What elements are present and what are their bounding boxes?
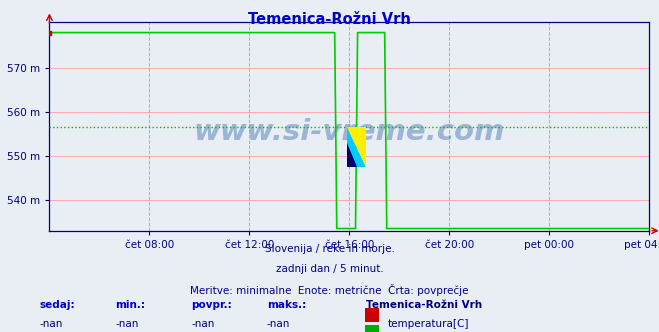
Text: -nan: -nan <box>191 319 214 329</box>
Text: Temenica-Rožni Vrh: Temenica-Rožni Vrh <box>248 12 411 27</box>
Polygon shape <box>347 127 366 167</box>
Text: www.si-vreme.com: www.si-vreme.com <box>194 119 505 146</box>
Text: -nan: -nan <box>115 319 138 329</box>
Polygon shape <box>347 127 366 167</box>
Text: Slovenija / reke in morje.: Slovenija / reke in morje. <box>264 244 395 254</box>
Text: povpr.:: povpr.: <box>191 300 232 310</box>
Text: Temenica-Rožni Vrh: Temenica-Rožni Vrh <box>366 300 482 310</box>
Text: temperatura[C]: temperatura[C] <box>387 319 469 329</box>
Text: Meritve: minimalne  Enote: metrične  Črta: povprečje: Meritve: minimalne Enote: metrične Črta:… <box>190 284 469 296</box>
Text: zadnji dan / 5 minut.: zadnji dan / 5 minut. <box>275 264 384 274</box>
Text: min.:: min.: <box>115 300 146 310</box>
Text: -nan: -nan <box>267 319 290 329</box>
Text: maks.:: maks.: <box>267 300 306 310</box>
Polygon shape <box>347 143 357 167</box>
Text: -nan: -nan <box>40 319 63 329</box>
Text: sedaj:: sedaj: <box>40 300 75 310</box>
